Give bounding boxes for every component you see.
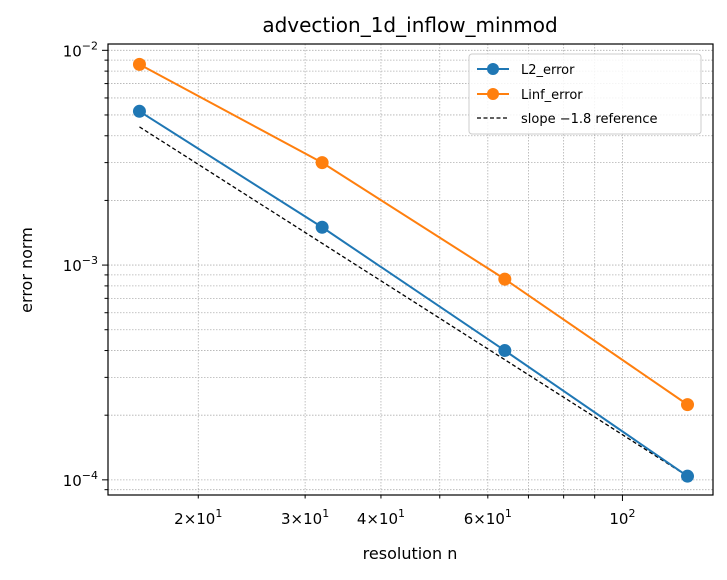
data-point-1-0	[132, 57, 146, 71]
series-line-1	[138, 63, 689, 406]
x-tick-label: 6×101	[464, 507, 512, 528]
data-point-0-1	[315, 220, 329, 234]
legend-box	[468, 53, 702, 135]
y-tick-label: 10−3	[63, 254, 98, 275]
data-point-1-3	[681, 398, 695, 412]
x-tick-label: 4×101	[357, 507, 405, 528]
y-tick-label: 10−2	[63, 39, 98, 60]
x-axis-label: resolution n	[363, 544, 458, 563]
y-axis-label: error norm	[17, 227, 36, 313]
data-point-1-2	[498, 272, 512, 286]
plot-frame	[107, 43, 714, 496]
ticks: 2×101 3×101 4×101 6×101 102 10−4 10−3 10−2	[63, 39, 636, 528]
legend: L2_error Linf_error slope −1.8 reference	[468, 53, 702, 135]
legend-marker-l2	[487, 63, 499, 75]
series-line-0	[138, 110, 689, 478]
series-layer	[132, 57, 695, 483]
x-tick-label: 3×101	[281, 507, 329, 528]
x-tick-label: 2×101	[174, 507, 222, 528]
legend-marker-linf	[487, 88, 499, 100]
data-point-1-1	[315, 156, 329, 170]
chart-title: advection_1d_inflow_minmod	[262, 13, 557, 37]
data-point-0-3	[681, 469, 695, 483]
y-tick-label: 10−4	[63, 469, 98, 490]
reference-line	[139, 126, 688, 477]
legend-label-linf: Linf_error	[521, 88, 583, 103]
data-point-0-2	[498, 344, 512, 358]
x-tick-label: 102	[609, 507, 635, 528]
legend-label-reference: slope −1.8 reference	[521, 112, 658, 127]
legend-label-l2: L2_error	[521, 63, 575, 78]
data-point-0-0	[132, 104, 146, 118]
